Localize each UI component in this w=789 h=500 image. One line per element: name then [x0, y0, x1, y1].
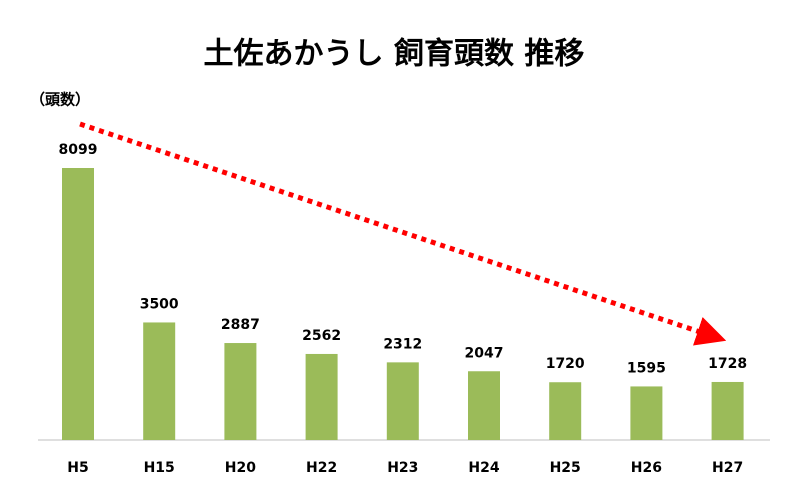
- value-label: 1728: [708, 356, 747, 372]
- x-tick-label: H26: [631, 460, 662, 476]
- bar: [711, 381, 744, 440]
- x-tick-label: H24: [468, 460, 499, 476]
- x-tick-label: H22: [306, 460, 337, 476]
- bar: [549, 382, 582, 440]
- x-tick-label: H25: [550, 460, 581, 476]
- bar: [143, 322, 176, 440]
- y-axis-label: （頭数）: [30, 91, 90, 109]
- x-tick-label: H5: [67, 460, 88, 476]
- x-tick-label: H23: [387, 460, 418, 476]
- value-label: 1720: [546, 356, 585, 372]
- x-tick-label: H27: [712, 460, 743, 476]
- bar: [386, 362, 419, 440]
- value-label: 2047: [465, 345, 504, 361]
- chart-title: 土佐あかうし 飼育頭数 推移: [204, 37, 585, 72]
- value-label: 3500: [140, 296, 179, 312]
- value-label: 2562: [302, 328, 341, 344]
- x-tick-label: H15: [144, 460, 175, 476]
- bar: [630, 386, 663, 440]
- value-label: 2312: [383, 336, 422, 352]
- value-label: 1595: [627, 360, 666, 376]
- bar: [468, 371, 500, 440]
- value-label: 8099: [59, 142, 98, 158]
- bar: [62, 168, 94, 440]
- bar: [224, 343, 257, 440]
- trend-arrow: [79, 121, 727, 346]
- value-label: 2887: [221, 317, 260, 333]
- x-tick-label: H20: [225, 460, 256, 476]
- bar: [305, 353, 338, 440]
